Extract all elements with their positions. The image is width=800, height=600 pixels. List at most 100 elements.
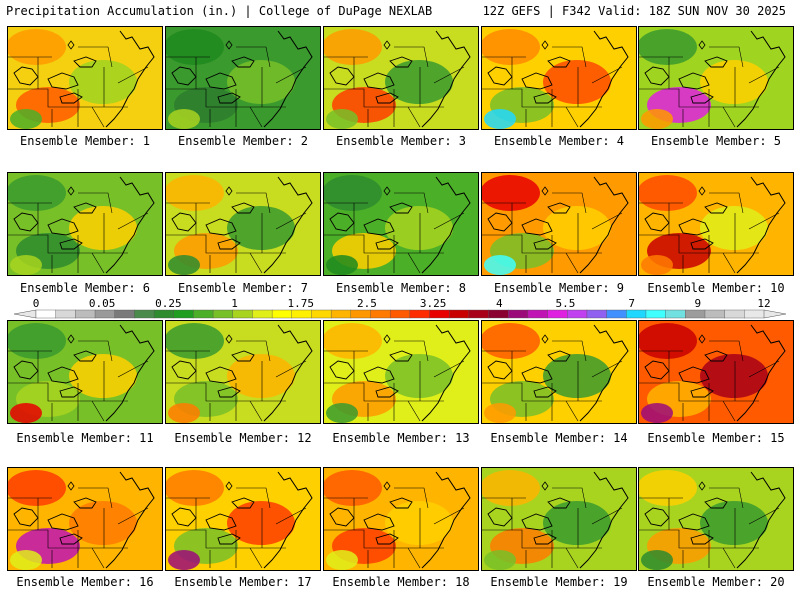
ensemble-member-map [165,26,321,130]
state-borders [166,340,307,422]
coastline [263,30,313,128]
precip-contour-patch [8,323,66,359]
location-marker-icon [225,334,233,344]
coastline [105,471,155,569]
coastline [263,324,313,422]
precipitation-map [166,468,320,570]
scale-color-segment [567,309,588,319]
precip-contour-patch [385,60,453,104]
precip-contour-patch [385,501,453,545]
location-marker-icon [541,186,549,196]
precip-contour-patch [641,403,673,423]
precip-contour-patch [168,109,200,129]
scale-color-segment [350,309,371,319]
state-borders [639,192,780,274]
scale-color-segment [134,309,155,319]
scale-tick-label: 0.05 [89,297,116,310]
precip-contour-patch [168,255,200,275]
scale-tick-label: 5.5 [556,297,576,310]
ensemble-member-label: Ensemble Member: 20 [647,575,785,589]
precip-contour-patch [324,175,382,211]
scale-color-segment [468,309,490,319]
ensemble-member-label: Ensemble Member: 9 [493,281,625,295]
ensemble-member-map [165,172,321,276]
location-marker-icon [67,186,75,196]
precip-contour-patch [227,354,295,398]
state-borders [166,487,307,569]
scale-color-segment [271,309,293,319]
scale-arrow-left-icon [13,309,37,319]
precip-contour-patch [543,501,611,545]
scale-color-segment [645,309,667,319]
location-marker-icon [698,186,706,196]
state-borders [639,340,780,422]
precipitation-map [324,173,478,275]
scale-color-segment [311,309,332,319]
location-marker-icon [541,40,549,50]
coastline [736,176,786,274]
state-borders [8,340,149,422]
scale-tick-label: 7 [628,297,635,310]
precip-contour-patch [166,29,224,65]
scale-color-segment [508,309,529,319]
coastline [263,471,313,569]
precip-contour-patch [69,206,137,250]
ensemble-member-label: Ensemble Member: 7 [177,281,309,295]
scale-color-segment [744,309,765,319]
map-title: Precipitation Accumulation (in.) | Colle… [6,4,433,18]
precipitation-map [482,173,636,275]
coastline [105,324,155,422]
scale-color-segment [232,309,253,319]
state-borders [482,192,623,274]
scale-tick-label: 3.25 [420,297,447,310]
state-borders [324,192,465,274]
scale-tick-label: 1.75 [287,297,314,310]
precip-contour-patch [166,175,224,211]
precipitation-map [324,321,478,423]
scale-color-segment [429,309,450,319]
ensemble-member-map [7,26,163,130]
scale-color-segment [153,309,175,319]
precip-contour-patch [543,354,611,398]
ensemble-member-map [165,320,321,424]
scale-color-segment [330,309,352,319]
scale-color-segment [291,309,312,319]
scale-color-segment [704,309,726,319]
scale-color-segment [586,309,608,319]
precip-contour-patch [10,403,42,423]
precip-contour-patch [543,60,611,104]
scale-color-segment [55,309,76,319]
ensemble-member-map [7,172,163,276]
ensemble-member-label: Ensemble Member: 11 [16,431,154,445]
precipitation-map [166,27,320,129]
state-borders [166,192,307,274]
ensemble-member-map [638,320,794,424]
scale-color-segment [665,309,686,319]
precip-contour-patch [326,255,358,275]
ensemble-member-label: Ensemble Member: 6 [19,281,151,295]
state-borders [482,340,623,422]
precip-contour-patch [639,175,697,211]
precipitation-map [8,27,162,129]
precip-contour-patch [326,109,358,129]
coastline [421,471,471,569]
precip-contour-patch [227,60,295,104]
ensemble-member-label: Ensemble Member: 19 [490,575,628,589]
scale-tick-label: 9 [695,297,702,310]
scale-color-segment [252,309,273,319]
location-marker-icon [698,40,706,50]
precip-contour-patch [484,550,516,570]
location-marker-icon [225,481,233,491]
precipitation-map [639,468,793,570]
ensemble-member-map [481,320,637,424]
coastline [105,176,155,274]
precipitation-map [482,27,636,129]
precipitation-map [639,173,793,275]
ensemble-member-label: Ensemble Member: 16 [16,575,154,589]
state-borders [8,487,149,569]
scale-color-segment [547,309,568,319]
precip-contour-patch [166,470,224,506]
ensemble-member-label: Ensemble Member: 15 [647,431,785,445]
precipitation-map [482,321,636,423]
scale-color-segment [173,309,194,319]
